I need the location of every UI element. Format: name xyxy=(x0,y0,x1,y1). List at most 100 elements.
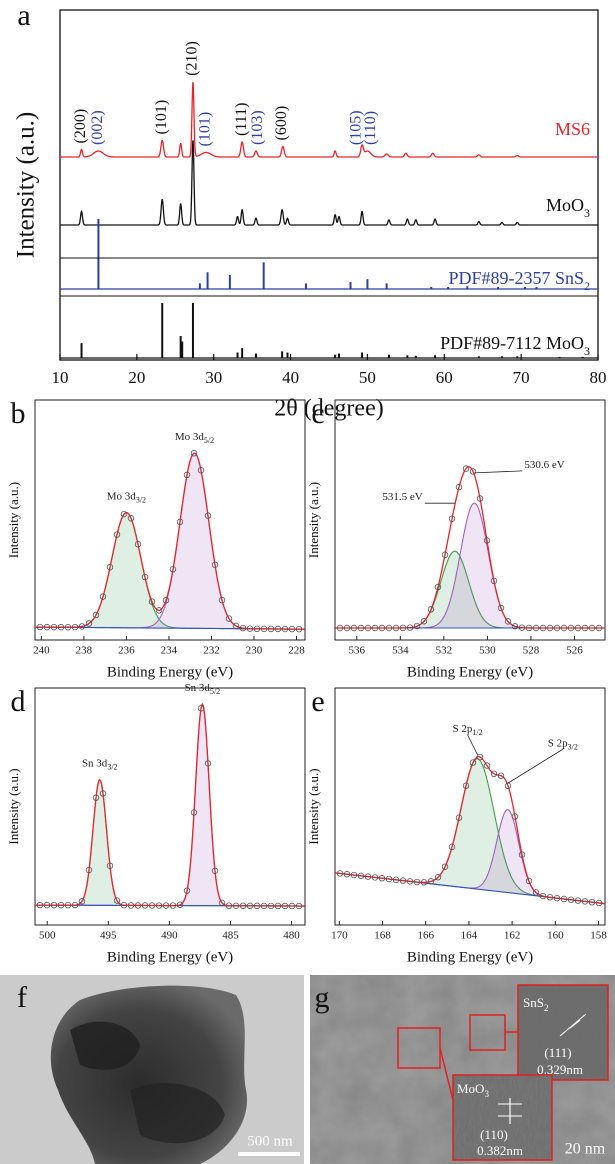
inset-spacing: 0.329nm xyxy=(537,1062,583,1077)
pattern-curve xyxy=(60,82,598,158)
peak-label: (103) xyxy=(249,110,266,145)
y-axis-title: Intensity (a.u.) xyxy=(6,768,21,844)
x-tick-label: 234 xyxy=(161,645,178,657)
x-tick-label: 528 xyxy=(523,645,540,657)
inset-lattice xyxy=(518,985,608,1080)
data-point xyxy=(434,583,442,591)
x-axis-title: Binding Energy (eV) xyxy=(407,664,533,680)
data-point xyxy=(455,814,463,821)
data-point xyxy=(162,596,170,604)
peak-label: (101) xyxy=(197,112,214,147)
data-point xyxy=(595,899,603,907)
plot-frame xyxy=(334,399,606,641)
component-label-text: Mo 3d xyxy=(175,431,205,443)
x-tick-label: 490 xyxy=(161,930,178,942)
data-point xyxy=(413,878,421,886)
data-point xyxy=(518,851,526,858)
y-axis-title: Intensity (a.u.) xyxy=(13,112,40,258)
x-tick-label: 166 xyxy=(417,930,434,942)
component-label-text: S 2p xyxy=(548,737,568,749)
phase-text: MoO xyxy=(457,1081,484,1096)
data-point xyxy=(350,871,358,879)
data-point xyxy=(378,875,386,882)
data-point xyxy=(455,483,463,491)
data-point xyxy=(225,615,233,622)
data-point xyxy=(364,624,372,632)
x-axis-title: Binding Energy (eV) xyxy=(107,949,233,965)
data-point xyxy=(197,467,205,474)
component-label-text: Sn 3d xyxy=(185,682,211,694)
data-point xyxy=(560,895,568,903)
data-point xyxy=(274,625,282,633)
data-point xyxy=(120,510,128,518)
x-tick-label: 168 xyxy=(374,930,391,942)
panel-letter: a xyxy=(17,0,30,32)
data-point xyxy=(350,624,358,632)
panel-letter: g xyxy=(315,981,330,1014)
data-point xyxy=(64,902,72,909)
data-point xyxy=(413,622,421,630)
x-tick-label: 532 xyxy=(436,645,453,657)
peak-label: (105) xyxy=(347,110,364,145)
x-tick-label: 500 xyxy=(39,930,56,942)
x-tick-label: 534 xyxy=(392,645,409,657)
data-point xyxy=(371,874,379,881)
plot-frame xyxy=(34,399,306,641)
data-point xyxy=(64,624,72,631)
scale-bar-label: 500 nm xyxy=(247,1133,293,1149)
data-point xyxy=(50,623,58,631)
peak-label: (110) xyxy=(362,111,379,145)
data-point xyxy=(225,902,233,909)
peak-label: (600) xyxy=(273,106,290,141)
annotation-arrow xyxy=(507,748,564,784)
component-label-text: Sn 3d xyxy=(82,757,108,769)
data-point xyxy=(385,875,393,883)
legend-label-text: PDF#89-7112 MoO xyxy=(440,333,584,353)
peak-label: (200) xyxy=(72,109,89,144)
data-point xyxy=(546,894,554,901)
data-point xyxy=(148,902,156,909)
x-tick-label: 10 xyxy=(52,368,69,387)
x-tick-label: 60 xyxy=(436,368,453,387)
data-point xyxy=(99,593,107,600)
data-point xyxy=(85,620,93,627)
data-point xyxy=(483,537,491,544)
inset-spacing: 0.382nm xyxy=(477,1143,523,1158)
data-point xyxy=(469,759,477,766)
data-point xyxy=(190,809,198,816)
data-point xyxy=(406,624,414,631)
peak-label: (111) xyxy=(233,103,250,136)
panel-letter: e xyxy=(311,685,324,718)
data-point xyxy=(267,625,275,633)
data-point xyxy=(532,889,540,896)
pattern-curve xyxy=(60,140,598,226)
data-point xyxy=(204,760,212,767)
data-point xyxy=(476,753,484,761)
data-point xyxy=(525,877,533,885)
data-point xyxy=(392,876,400,884)
data-point xyxy=(260,902,268,910)
data-point xyxy=(148,598,156,605)
component-label: Mo 3d3/2 xyxy=(107,490,146,505)
annotation-arrow xyxy=(474,470,523,474)
data-point xyxy=(581,898,589,905)
data-point xyxy=(420,879,428,886)
data-point xyxy=(162,902,170,909)
peak-label: (002) xyxy=(89,110,106,145)
x-tick-label: 158 xyxy=(590,930,607,942)
data-point xyxy=(476,495,484,502)
data-point xyxy=(588,624,596,632)
hrtem-image-g: SnS2 (111) 0.329nm MoO3 (110) 0.382nm 20… xyxy=(310,975,615,1164)
data-point xyxy=(127,515,135,522)
data-point xyxy=(239,902,247,910)
data-point xyxy=(441,863,449,870)
legend-label: PDF#89-7112 MoO3 xyxy=(440,333,590,358)
data-point xyxy=(441,551,449,558)
phase-text: SnS xyxy=(523,995,544,1010)
data-point xyxy=(85,866,93,874)
x-tick-label: 162 xyxy=(504,930,521,942)
data-point xyxy=(141,902,149,909)
data-point xyxy=(127,902,135,909)
